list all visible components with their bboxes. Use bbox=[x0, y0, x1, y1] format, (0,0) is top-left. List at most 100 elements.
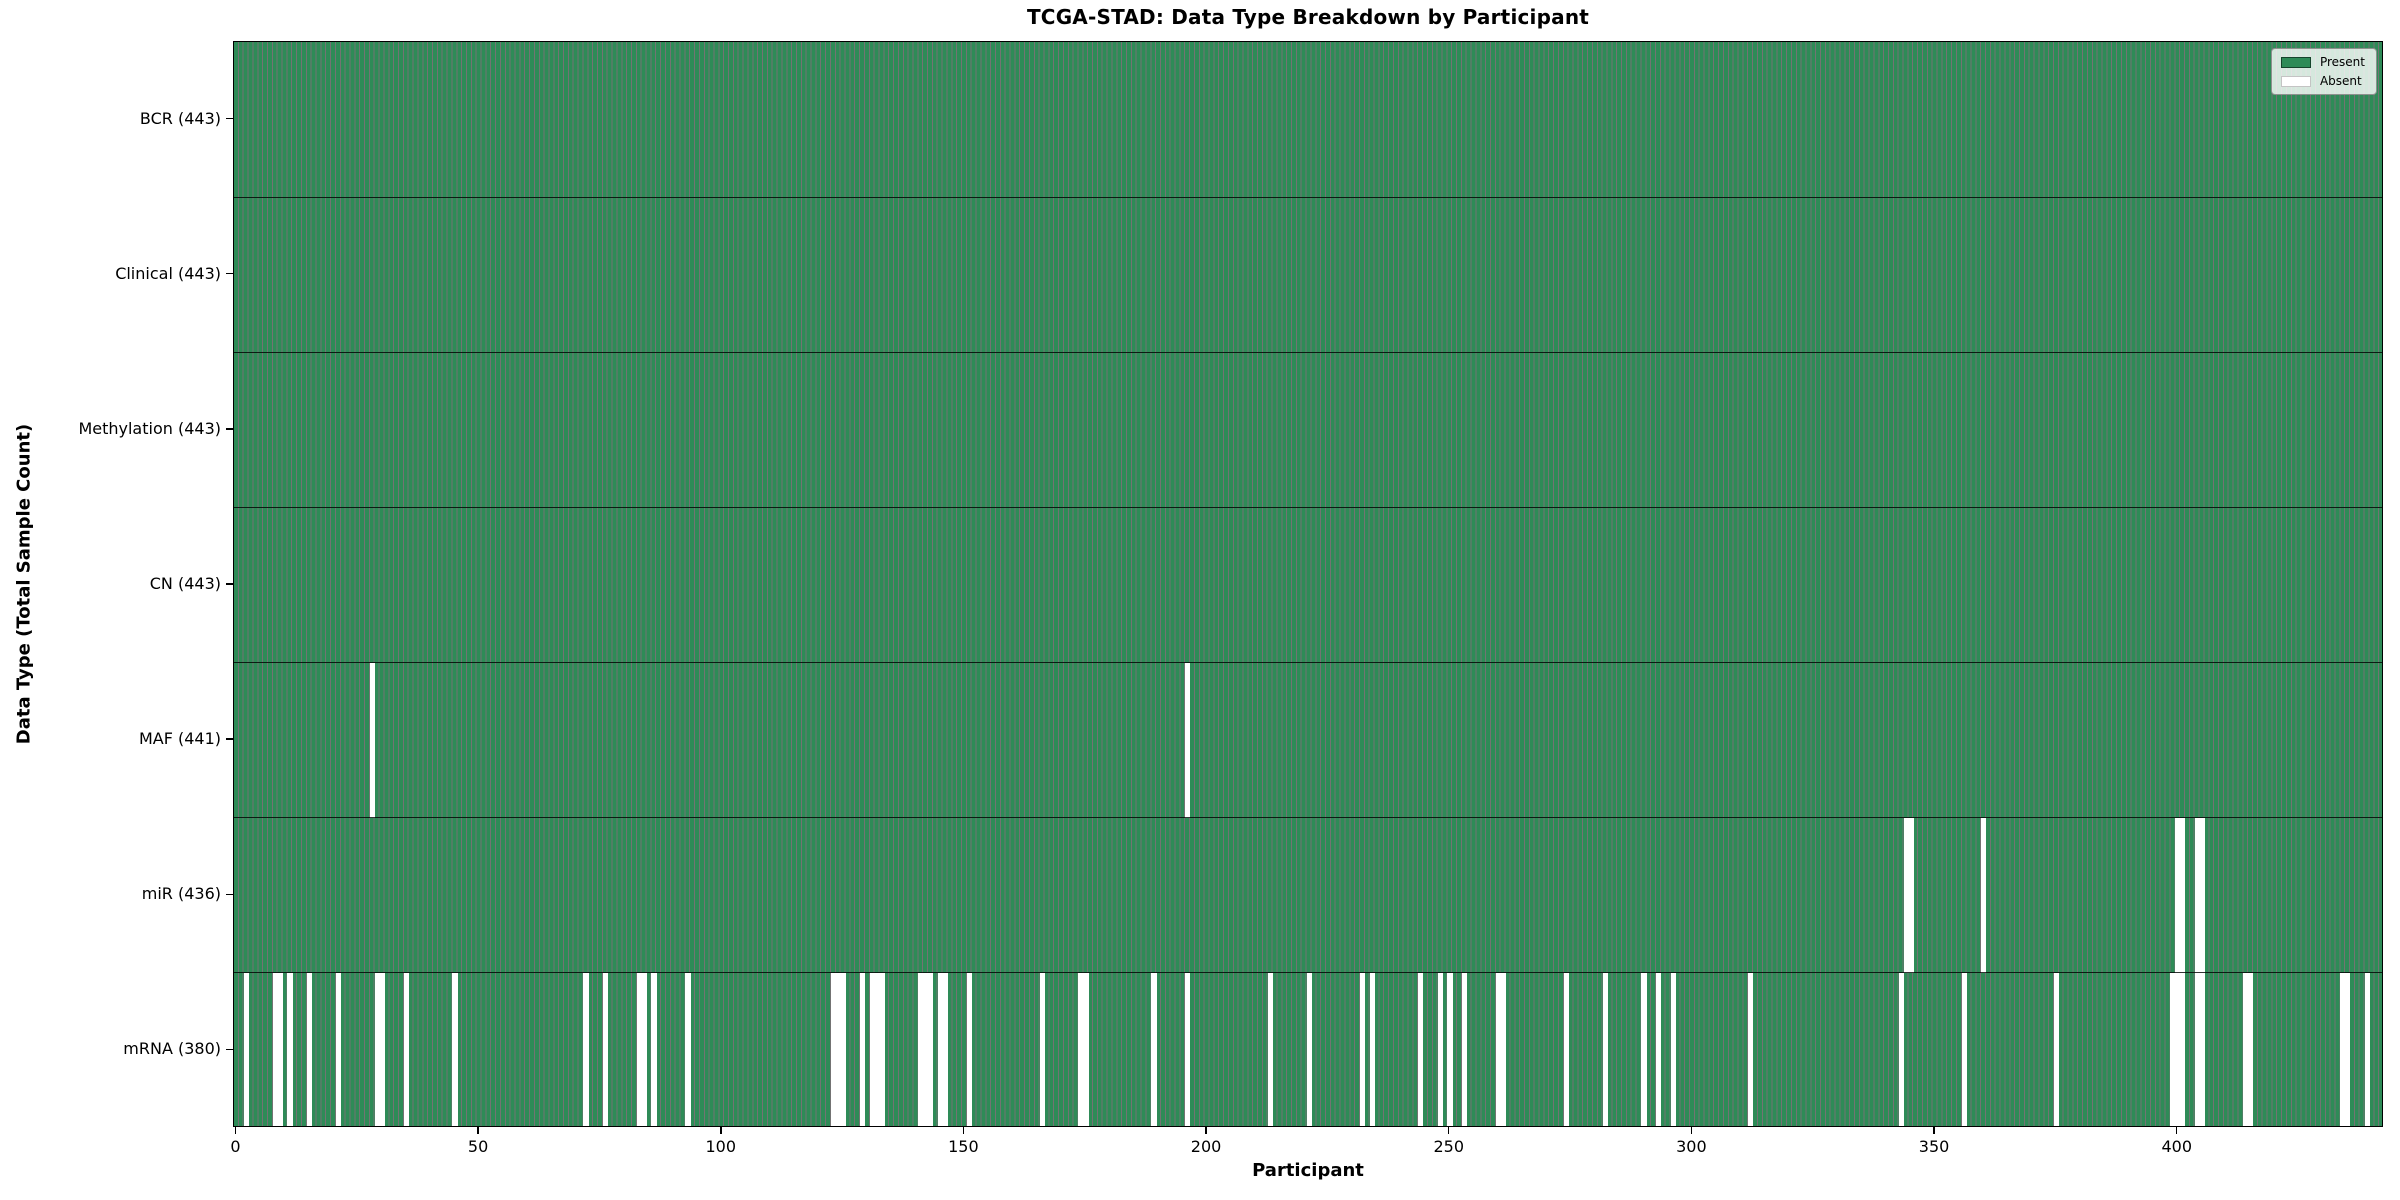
row-divider bbox=[234, 351, 2382, 353]
absent-stripe-mRNA-9 bbox=[277, 972, 283, 1126]
absent-stripe-mRNA-312 bbox=[1748, 972, 1754, 1126]
absent-stripe-mRNA-260 bbox=[1495, 972, 1502, 1126]
absent-stripe-mRNA-129 bbox=[860, 972, 866, 1126]
absent-stripe-mRNA-141 bbox=[918, 972, 924, 1126]
y-tick-label-Methylation: Methylation (443) bbox=[78, 418, 221, 438]
absent-stripe-mRNA-274 bbox=[1563, 972, 1570, 1126]
absent-stripe-mRNA-8 bbox=[272, 972, 279, 1126]
absent-stripe-mRNA-142 bbox=[923, 972, 929, 1126]
absent-stripe-mRNA-244 bbox=[1418, 972, 1424, 1126]
absent-stripe-mRNA-399 bbox=[2170, 972, 2176, 1126]
y-tick-label-mRNA: mRNA (380) bbox=[123, 1039, 221, 1059]
absent-stripe-mRNA-35 bbox=[403, 972, 410, 1126]
absent-stripe-mRNA-76 bbox=[602, 972, 609, 1126]
absent-stripe-mRNA-30 bbox=[379, 972, 385, 1126]
absent-stripe-miR-401 bbox=[2180, 817, 2186, 973]
absent-stripe-mRNA-123 bbox=[830, 972, 837, 1126]
x-tick-label-200: 200 bbox=[1190, 1137, 1222, 1156]
y-tick-label-MAF: MAF (441) bbox=[138, 729, 221, 749]
y-tick-mark bbox=[226, 117, 233, 120]
absent-stripe-mRNA-261 bbox=[1500, 972, 1506, 1126]
absent-stripe-mRNA-234 bbox=[1369, 972, 1375, 1126]
absent-stripe-mRNA-375 bbox=[2053, 972, 2060, 1126]
absent-stripe-mRNA-296 bbox=[1670, 972, 1676, 1126]
absent-stripe-mRNA-248 bbox=[1437, 972, 1443, 1126]
absent-stripe-miR-360 bbox=[1981, 817, 1987, 973]
absent-stripe-mRNA-404 bbox=[2194, 972, 2200, 1126]
absent-stripe-mRNA-124 bbox=[835, 972, 842, 1126]
x-tick-label-400: 400 bbox=[2161, 1137, 2192, 1156]
absent-stripe-mRNA-435 bbox=[2345, 972, 2351, 1126]
row-divider bbox=[234, 506, 2382, 509]
absent-stripe-mRNA-196 bbox=[1185, 972, 1191, 1126]
legend: Present Absent bbox=[2270, 48, 2377, 95]
absent-stripe-mRNA-2 bbox=[243, 972, 249, 1126]
absent-stripe-mRNA-175 bbox=[1083, 972, 1089, 1126]
absent-stripe-miR-405 bbox=[2199, 817, 2205, 973]
absent-stripe-mRNA-151 bbox=[966, 972, 973, 1126]
absent-swatch-icon bbox=[2280, 75, 2311, 87]
absent-stripe-mRNA-86 bbox=[651, 972, 657, 1126]
absent-stripe-mRNA-21 bbox=[335, 972, 342, 1126]
absent-stripe-mRNA-401 bbox=[2180, 972, 2186, 1126]
plot-area: Present Absent bbox=[233, 41, 2383, 1127]
row-divider bbox=[234, 196, 2382, 198]
x-tick-mark bbox=[962, 1127, 965, 1134]
absent-stripe-mRNA-221 bbox=[1306, 972, 1312, 1126]
chart-title: TCGA-STAD: Data Type Breakdown by Partic… bbox=[1026, 5, 1590, 29]
absent-stripe-mRNA-11 bbox=[287, 972, 293, 1126]
x-tick-label-0: 0 bbox=[230, 1137, 241, 1156]
absent-stripe-mRNA-400 bbox=[2175, 972, 2181, 1126]
row-divider bbox=[234, 817, 2382, 819]
absent-stripe-MAF-196 bbox=[1185, 662, 1191, 818]
absent-stripe-mRNA-15 bbox=[306, 972, 313, 1126]
y-tick-mark bbox=[226, 738, 233, 740]
absent-stripe-miR-404 bbox=[2194, 817, 2200, 973]
absent-stripe-mRNA-282 bbox=[1602, 972, 1608, 1126]
y-tick-mark bbox=[226, 583, 233, 585]
absent-stripe-MAF-28 bbox=[369, 662, 376, 818]
absent-stripe-mRNA-213 bbox=[1267, 972, 1273, 1126]
x-tick-mark bbox=[1205, 1127, 1207, 1134]
absent-stripe-mRNA-356 bbox=[1961, 972, 1967, 1126]
x-tick-label-250: 250 bbox=[1433, 1137, 1464, 1156]
absent-stripe-mRNA-414 bbox=[2243, 972, 2249, 1126]
absent-stripe-mRNA-146 bbox=[942, 972, 948, 1126]
x-tick-mark bbox=[234, 1127, 237, 1134]
absent-stripe-mRNA-415 bbox=[2248, 972, 2254, 1126]
absent-stripe-mRNA-253 bbox=[1461, 972, 1468, 1126]
absent-stripe-mRNA-189 bbox=[1151, 972, 1157, 1126]
x-tick-label-300: 300 bbox=[1676, 1137, 1707, 1156]
x-tick-mark bbox=[477, 1127, 479, 1134]
absent-stripe-mRNA-131 bbox=[869, 972, 876, 1126]
legend-item-absent: Absent bbox=[2280, 75, 2365, 87]
absent-stripe-mRNA-232 bbox=[1359, 972, 1366, 1126]
y-tick-mark bbox=[226, 272, 233, 275]
legend-item-present: Present bbox=[2280, 55, 2365, 69]
absent-stripe-mRNA-45 bbox=[452, 972, 458, 1126]
x-tick-label-50: 50 bbox=[467, 1137, 489, 1156]
absent-stripe-mRNA-143 bbox=[928, 972, 934, 1126]
legend-present-label: Present bbox=[2319, 55, 2365, 69]
absent-stripe-mRNA-145 bbox=[937, 972, 943, 1126]
x-tick-mark bbox=[1690, 1127, 1693, 1134]
absent-stripe-miR-345 bbox=[1908, 817, 1914, 973]
x-tick-mark bbox=[1447, 1127, 1450, 1134]
absent-stripe-mRNA-133 bbox=[879, 972, 885, 1126]
absent-stripe-mRNA-290 bbox=[1641, 972, 1647, 1126]
y-tick-mark bbox=[226, 428, 233, 430]
x-tick-label-100: 100 bbox=[705, 1137, 737, 1156]
absent-stripe-mRNA-125 bbox=[840, 972, 846, 1126]
x-tick-label-150: 150 bbox=[948, 1137, 979, 1156]
present-swatch-icon bbox=[2280, 56, 2311, 68]
absent-stripe-miR-344 bbox=[1903, 817, 1909, 973]
absent-stripe-mRNA-434 bbox=[2340, 972, 2346, 1126]
absent-stripe-mRNA-83 bbox=[636, 972, 643, 1126]
absent-stripe-mRNA-93 bbox=[685, 972, 691, 1126]
absent-stripe-mRNA-132 bbox=[874, 972, 880, 1126]
absent-stripe-mRNA-250 bbox=[1447, 972, 1453, 1126]
x-tick-mark bbox=[1933, 1127, 1935, 1134]
absent-stripe-mRNA-439 bbox=[2364, 972, 2370, 1126]
row-divider bbox=[234, 972, 2382, 974]
